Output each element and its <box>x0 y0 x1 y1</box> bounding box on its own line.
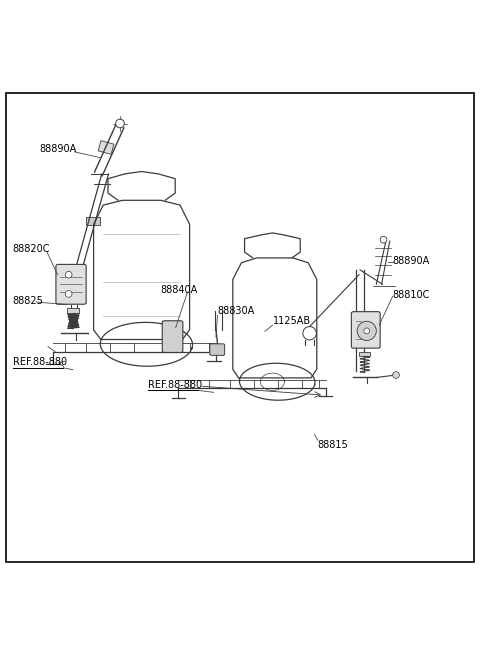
Bar <box>67 308 79 313</box>
Text: 88830A: 88830A <box>217 306 255 316</box>
Text: 88810C: 88810C <box>393 290 430 300</box>
Circle shape <box>393 371 399 379</box>
Bar <box>98 141 114 155</box>
Text: REF.88-880: REF.88-880 <box>148 379 202 390</box>
FancyBboxPatch shape <box>210 344 225 356</box>
Text: 88890A: 88890A <box>393 255 430 266</box>
Circle shape <box>357 321 376 341</box>
Bar <box>86 217 100 225</box>
Text: 88825: 88825 <box>12 295 43 305</box>
FancyBboxPatch shape <box>56 265 86 304</box>
Text: 1125AB: 1125AB <box>273 316 311 326</box>
FancyBboxPatch shape <box>351 312 380 348</box>
FancyBboxPatch shape <box>162 321 183 352</box>
Text: REF.88-880: REF.88-880 <box>13 357 68 367</box>
Bar <box>359 352 370 356</box>
Text: 88815: 88815 <box>318 440 348 449</box>
Circle shape <box>380 236 387 243</box>
Circle shape <box>116 119 124 128</box>
Text: 88840A: 88840A <box>161 285 198 295</box>
Circle shape <box>65 271 72 278</box>
Circle shape <box>364 328 370 334</box>
Circle shape <box>65 291 72 297</box>
Text: 88820C: 88820C <box>12 244 49 254</box>
Text: 88890A: 88890A <box>39 144 77 154</box>
